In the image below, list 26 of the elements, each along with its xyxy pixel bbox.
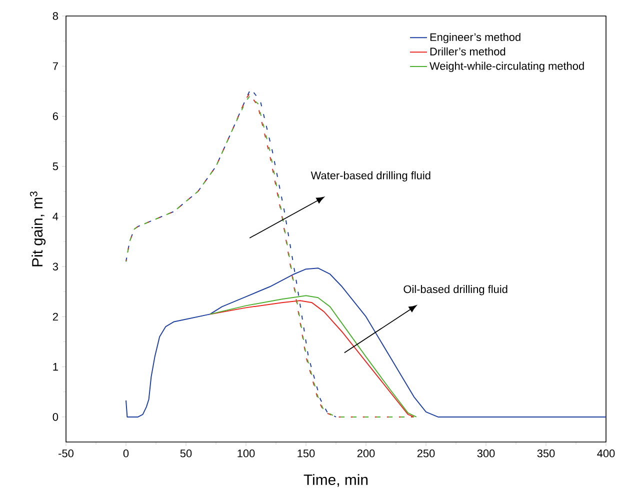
- x-tick-label: 100: [238, 450, 255, 458]
- x-tick-label: 200: [357, 450, 375, 458]
- y-tick-label: 1: [53, 363, 58, 371]
- x-tick-label: -50: [58, 450, 74, 458]
- x-tick-label: 350: [537, 450, 555, 458]
- y-tick-label: 2: [52, 312, 58, 321]
- x-tick-label: 400: [597, 450, 615, 458]
- y-tick-label: 3: [52, 262, 58, 270]
- y-tick-label: 7: [52, 62, 58, 70]
- legend-label: Weight-while-circulating method: [430, 62, 584, 72]
- y-tick-label: 5: [52, 162, 58, 170]
- annotation: Oil-based drilling fluid: [404, 285, 508, 296]
- y-axis-title: Pit gain, m$^{3}$: [30, 192, 46, 266]
- x-tick-label: 150: [298, 450, 315, 458]
- x-axis-title: Time, min: [304, 474, 368, 487]
- x-tick-label: 250: [417, 450, 435, 458]
- annotation: Water-based drilling fluid: [310, 171, 430, 182]
- y-tick-label: 8: [52, 12, 58, 20]
- x-tick-label: 300: [477, 450, 495, 458]
- x-tick-label: 0: [123, 450, 129, 458]
- y-tick-label: 4: [52, 212, 58, 220]
- x-tick-label: 50: [180, 450, 192, 458]
- y-tick-label: 6: [52, 112, 58, 120]
- legend-label: Engineer’s method: [430, 32, 520, 44]
- legend-label: Driller’s method: [430, 47, 506, 56]
- y-tick-label: 0: [52, 413, 58, 421]
